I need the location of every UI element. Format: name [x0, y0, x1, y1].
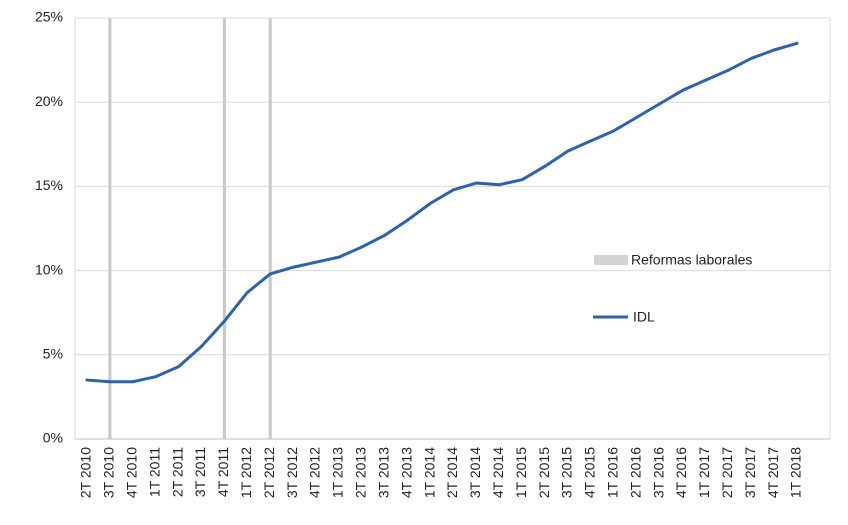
x-tick-label: 2T 2011: [169, 447, 185, 497]
x-tick-label: 4T 2013: [398, 447, 414, 498]
x-tick-label: 3T 2015: [559, 447, 575, 498]
data-point: [85, 378, 89, 382]
x-tick-label: 1T 2013: [330, 447, 346, 498]
data-point: [589, 139, 593, 143]
x-tick-label: 2T 2010: [78, 447, 94, 498]
data-point: [658, 102, 662, 106]
data-point: [703, 78, 707, 82]
y-tick-label: 10%: [35, 261, 63, 277]
data-point: [566, 149, 570, 153]
y-tick-label: 0%: [43, 430, 63, 446]
x-tick-label: 4T 2015: [582, 447, 598, 498]
legend-label-reformas: Reformas laborales: [631, 252, 752, 268]
x-tick-label: 4T 2017: [765, 447, 781, 498]
data-point: [451, 188, 455, 192]
data-point: [154, 375, 158, 379]
reform-marker: [268, 18, 272, 439]
data-point: [268, 272, 272, 276]
series-points: [85, 41, 799, 384]
x-tick-label: 2T 2016: [627, 447, 643, 498]
x-tick-label: 4T 2012: [307, 447, 323, 498]
reform-marker: [108, 18, 112, 439]
data-point: [360, 245, 364, 249]
series-line-idl: [85, 41, 799, 384]
x-tick-label: 3T 2011: [192, 447, 208, 497]
x-tick-label: 2T 2015: [536, 447, 552, 498]
y-tick-label: 15%: [35, 177, 63, 193]
data-point: [245, 290, 249, 294]
data-point: [635, 115, 639, 119]
data-point: [795, 41, 799, 45]
data-point: [612, 129, 616, 133]
reform-markers: [108, 18, 272, 439]
x-tick-label: 1T 2012: [238, 447, 254, 498]
x-tick-label: 1T 2011: [146, 447, 162, 497]
data-point: [222, 319, 226, 323]
data-point: [131, 380, 135, 384]
x-tick-label: 2T 2012: [261, 447, 277, 498]
x-tick-label: 1T 2014: [421, 447, 437, 498]
data-point: [474, 181, 478, 185]
x-tick-label: 2T 2013: [353, 447, 369, 498]
data-point: [497, 183, 501, 187]
data-point: [291, 265, 295, 269]
x-tick-label: 1T 2016: [604, 447, 620, 498]
x-tick-label: 3T 2016: [650, 447, 666, 498]
x-tick-label: 3T 2013: [375, 447, 391, 498]
data-point: [314, 260, 318, 264]
x-tick-label: 1T 2017: [696, 447, 712, 498]
x-tick-label: 3T 2014: [467, 447, 483, 498]
data-point: [543, 164, 547, 168]
y-axis-tick-labels: 0% 5% 10% 15% 20% 25%: [35, 9, 63, 446]
legend: Reformas laborales IDL: [593, 252, 752, 325]
x-tick-label: 2T 2017: [719, 447, 735, 498]
gridlines: [75, 17, 830, 356]
data-point: [429, 201, 433, 205]
plot-area: [74, 17, 831, 440]
y-tick-label: 5%: [43, 346, 63, 362]
legend-swatch-reformas: [594, 255, 628, 265]
x-tick-label: 3T 2017: [742, 447, 758, 498]
x-tick-label: 4T 2014: [490, 447, 506, 498]
data-point: [383, 233, 387, 237]
x-tick-label: 4T 2011: [215, 447, 231, 497]
data-point: [749, 56, 753, 60]
x-tick-label: 1T 2015: [513, 447, 529, 498]
data-point: [200, 344, 204, 348]
data-point: [177, 365, 181, 369]
data-point: [337, 255, 341, 259]
x-tick-label: 4T 2016: [673, 447, 689, 498]
data-point: [520, 178, 524, 182]
legend-label-idl: IDL: [633, 309, 655, 325]
reform-marker: [222, 18, 226, 439]
data-point: [680, 88, 684, 92]
data-point: [108, 380, 112, 384]
y-tick-label: 20%: [35, 93, 63, 109]
data-point: [726, 68, 730, 72]
x-tick-label: 4T 2010: [124, 447, 140, 498]
x-tick-label: 1T 2018: [788, 447, 804, 498]
x-tick-label: 3T 2010: [101, 447, 117, 498]
data-point: [772, 48, 776, 52]
x-axis-tick-labels: 2T 2010 3T 2010 4T 2010 1T 2011 2T 2011 3T 20…: [78, 447, 804, 498]
x-tick-label: 3T 2012: [284, 447, 300, 498]
y-tick-label: 25%: [35, 9, 63, 25]
x-tick-label: 2T 2014: [444, 447, 460, 498]
data-point: [406, 218, 410, 222]
